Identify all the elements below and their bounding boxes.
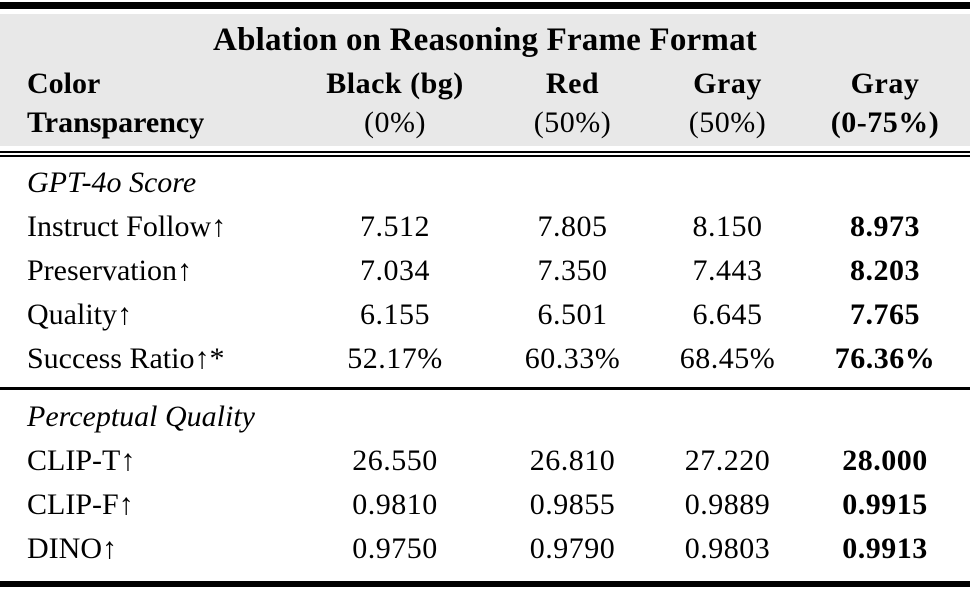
- metric-label: CLIP-F↑: [27, 488, 134, 521]
- metric-label: Instruct Follow↑: [27, 210, 227, 243]
- metric-value: 6.645: [692, 298, 763, 331]
- metric-value: 6.155: [360, 298, 430, 331]
- row-header-transparency: Transparency: [27, 106, 205, 139]
- table-row-quality: Quality↑ 6.155 6.501 6.645 7.765: [0, 293, 970, 337]
- transparency-red: (50%): [533, 106, 612, 139]
- section-heading-label: GPT-4o Score: [27, 166, 197, 199]
- section-perceptual-quality: Perceptual Quality CLIP-T↑ 26.550 26.810…: [0, 390, 970, 571]
- table-row-clip-t: CLIP-T↑ 26.550 26.810 27.220 28.000: [0, 439, 970, 483]
- transparency-gray-50: (50%): [688, 106, 767, 139]
- table-row-instruct-follow: Instruct Follow↑ 7.512 7.805 8.150 8.973: [0, 205, 970, 249]
- metric-value: 0.9790: [529, 532, 616, 565]
- table-title: Ablation on Reasoning Frame Format: [213, 21, 757, 58]
- metric-value: 7.034: [360, 254, 430, 287]
- section-gpt4o-score: GPT-4o Score Instruct Follow↑ 7.512 7.80…: [0, 157, 970, 381]
- metric-value-best: 8.203: [850, 254, 920, 287]
- metric-value: 0.9889: [684, 488, 771, 521]
- metric-value: 0.9750: [352, 532, 438, 565]
- metric-value: 27.220: [684, 444, 771, 477]
- column-header-black-bg: Black (bg): [326, 67, 464, 100]
- table-header-block: Ablation on Reasoning Frame Format Color…: [0, 14, 970, 146]
- metric-label: Preservation↑: [27, 254, 192, 287]
- bottom-rule: [0, 581, 970, 587]
- header-double-rule: [0, 151, 970, 157]
- top-rule: [0, 2, 970, 9]
- section-heading-label: Perceptual Quality: [27, 400, 255, 433]
- header-row-transparency: Transparency (0%) (50%) (50%) (0-75%): [0, 104, 970, 142]
- table-row-preservation: Preservation↑ 7.034 7.350 7.443 8.203: [0, 249, 970, 293]
- metric-label: CLIP-T↑: [27, 444, 136, 477]
- metric-value: 7.512: [360, 210, 430, 243]
- row-header-color: Color: [27, 67, 101, 100]
- column-header-gray-0-75: Gray: [850, 67, 920, 100]
- metric-value: 0.9803: [684, 532, 771, 565]
- metric-value-best: 28.000: [842, 444, 928, 477]
- transparency-black-bg: (0%): [364, 106, 426, 139]
- metric-value: 0.9855: [529, 488, 616, 521]
- metric-value: 6.501: [537, 298, 608, 331]
- metric-value: 8.150: [692, 210, 763, 243]
- metric-label: DINO↑: [27, 532, 117, 565]
- header-row-color: Color Black (bg) Red Gray Gray: [0, 64, 970, 104]
- metric-value: 52.17%: [347, 342, 443, 375]
- metric-value-best: 0.9913: [842, 532, 928, 565]
- table-row-clip-f: CLIP-F↑ 0.9810 0.9855 0.9889 0.9915: [0, 483, 970, 527]
- column-header-red: Red: [545, 67, 600, 100]
- metric-value-best: 0.9915: [842, 488, 928, 521]
- section-heading: GPT-4o Score: [0, 161, 970, 205]
- metric-value-best: 7.765: [850, 298, 920, 331]
- transparency-gray-0-75: (0-75%): [830, 106, 940, 139]
- metric-value: 60.33%: [524, 342, 621, 375]
- metric-value: 7.805: [537, 210, 608, 243]
- metric-value: 26.810: [529, 444, 616, 477]
- metric-value: 26.550: [352, 444, 438, 477]
- metric-value: 7.350: [537, 254, 608, 287]
- section-heading: Perceptual Quality: [0, 395, 970, 439]
- metric-value: 7.443: [692, 254, 763, 287]
- metric-value-best: 8.973: [850, 210, 920, 243]
- table-row-dino: DINO↑ 0.9750 0.9790 0.9803 0.9913: [0, 527, 970, 571]
- table-row-success-ratio: Success Ratio↑* 52.17% 60.33% 68.45% 76.…: [0, 337, 970, 381]
- section-divider-rule: [0, 387, 970, 390]
- metric-label: Quality↑: [27, 298, 132, 331]
- column-header-gray-50: Gray: [693, 67, 762, 100]
- metric-value: 68.45%: [679, 342, 776, 375]
- metric-label: Success Ratio↑*: [27, 342, 225, 375]
- metric-value-best: 76.36%: [834, 342, 936, 375]
- metric-value: 0.9810: [352, 488, 438, 521]
